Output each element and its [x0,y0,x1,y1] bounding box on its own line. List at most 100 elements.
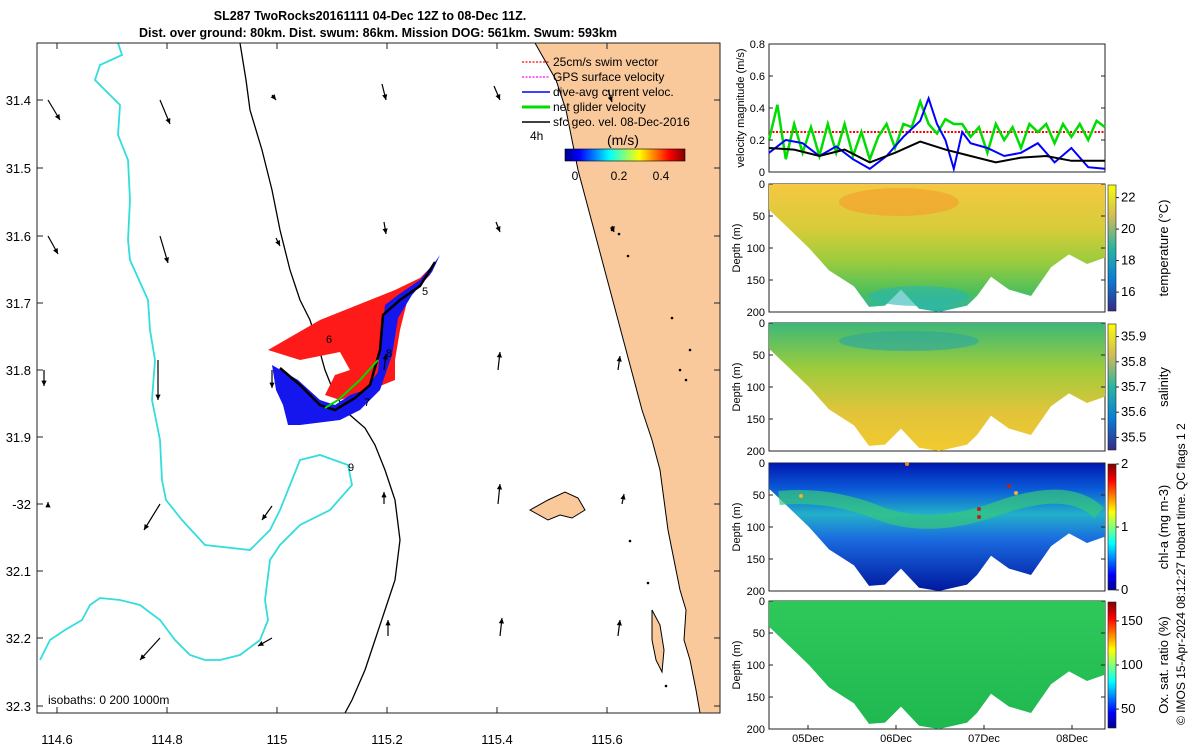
depth-tick-0: 0 [759,179,765,191]
map-xtick-0: 114.6 [41,732,73,747]
cbar-label: salinity [1156,367,1171,407]
island-garden [651,609,665,674]
cbar-tick: 35.6 [1121,404,1146,419]
depth-tick-2: 100 [747,522,765,534]
chl-peak [977,515,981,519]
cbar-tick: 22 [1121,190,1135,205]
time-tick-2: 07Dec [968,733,1000,745]
scale-label: 4h [530,129,543,143]
velocity-series-3 [768,140,1105,164]
depth-ylabel: Depth (m) [731,224,743,273]
cbar-tick: 1 [1121,519,1128,534]
map-xtick-5: 115.6 [591,732,623,747]
coast-rock [678,368,682,372]
cbar-label: temperature (°C) [1156,200,1171,297]
coast-rocks [610,228,692,688]
geo-arrow [269,370,275,388]
geo-arrow [495,221,501,233]
credit-line: © IMOS 15-Apr-2024 08:12:27 Hobart time.… [1174,423,1188,725]
coast-rock [646,581,650,585]
geo-arrow [45,502,51,508]
geo-arrow [493,85,501,101]
vel-ytick-2: 0.4 [750,103,765,115]
glider-track [279,261,437,412]
vel-ytick-0: 0 [759,167,765,179]
map-xtick-1: 114.8 [151,732,183,747]
cbar-tick: 35.9 [1121,329,1146,344]
velocity-panel: 0 0.2 0.4 0.6 0.8 velocity magnitude (m/s) [735,39,1106,179]
colorbar [1107,601,1117,729]
map-ytick-2: 31.6 [6,229,31,244]
map-ytick-6: -32 [12,497,31,512]
geo-arrow [257,637,273,647]
coast-rock [610,228,614,232]
colorbar [1107,184,1117,312]
cbar-tick-0: 0 [572,169,579,183]
isobath-1000m [39,43,353,661]
depth-tick-1: 50 [753,490,765,502]
depth-tick-2: 100 [747,243,765,255]
depth-tick-3: 150 [747,414,765,426]
day-label-5: 5 [422,286,428,298]
colorbar [1107,463,1117,591]
geo-arrow [382,353,388,371]
coast-rock [684,378,688,382]
cbar-tick: 150 [1121,613,1143,628]
glider-track-end [324,359,379,409]
cbar-tick: 35.5 [1121,429,1146,444]
swim-vector-swath [268,262,436,400]
legend-dive: dive-avg current veloc. [553,85,674,99]
geo-arrow [496,351,502,371]
geo-arrow [155,360,161,400]
velocity-series-1 [767,97,1106,164]
map-panel: 5 6 7 8 9 114.6 114.8 115 115.2 115.4 115.6 31… [6,42,721,747]
depth-tick-1: 50 [753,350,765,362]
title-line2: Dist. over ground: 80km. Dist. swum: 86k… [139,26,617,40]
geo-arrow [616,619,622,637]
land-mass [534,43,720,713]
legend-net: net glider velocity [553,100,646,114]
map-axis-ticks: 114.6 114.8 115 115.2 115.4 115.6 31.4 31.5 31.6… [6,43,720,747]
day-label-8: 8 [386,348,392,360]
section-field [769,601,1105,729]
map-xtick-2: 115 [267,732,288,747]
time-tick-1: 06Dec [880,733,912,745]
geo-arrow [616,355,622,371]
map-ytick-8: 32.2 [6,631,31,646]
title-line1: SL287 TwoRocks20161111 04-Dec 12Z to 08-… [214,9,526,23]
geo-arrow [607,89,613,103]
cbar-tick: 35.7 [1121,379,1146,394]
depth-tick-1: 50 [753,211,765,223]
map-ytick-9: 32.3 [6,699,31,714]
cbar-tick: 35.8 [1121,354,1146,369]
depth-tick-3: 150 [747,692,765,704]
vel-ytick-3: 0.6 [750,71,765,83]
depth-tick-0: 0 [759,318,765,330]
coast-rock [617,232,621,236]
legend-geo: sfc geo. vel. 08-Dec-2016 [553,115,690,129]
section-field [769,323,1105,451]
vel-ytick-4: 0.8 [750,39,765,51]
cbar-tick: 20 [1121,221,1135,236]
map-xtick-3: 115.2 [371,732,403,747]
cbar-tick: 16 [1121,284,1135,299]
coast-rock [626,254,630,258]
map-ytick-7: 32.1 [6,564,31,579]
depth-tick-3: 150 [747,554,765,566]
vel-ytick-1: 0.2 [750,135,765,147]
depth-tick-2: 100 [747,382,765,394]
geo-arrow [261,505,273,521]
map-ytick-3: 31.7 [6,296,31,311]
geo-arrow [381,492,387,504]
depth-tick-3: 150 [747,275,765,287]
geo-arrow [382,221,388,235]
geo-arrow [385,620,391,636]
chl-peak [905,462,909,466]
depth-tick-4: 200 [747,307,765,319]
depth-tick-2: 100 [747,660,765,672]
geo-arrow [143,503,161,531]
day-label-9: 9 [348,462,354,474]
depth-tick-4: 200 [747,586,765,598]
geo-arrow [496,483,503,505]
